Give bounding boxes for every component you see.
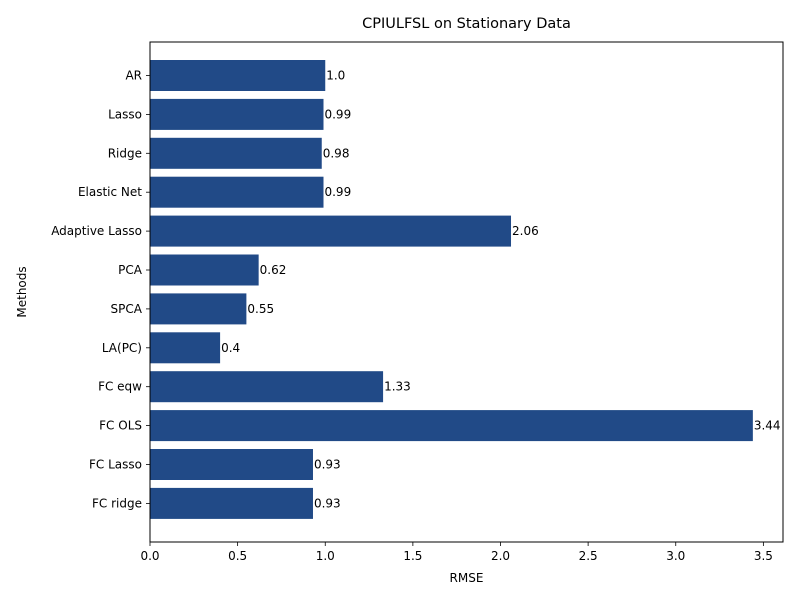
- y-tick-label: FC Lasso: [89, 458, 142, 472]
- bar-value-label: 0.55: [247, 302, 274, 316]
- bar: [150, 98, 324, 130]
- bar-value-label: 1.33: [384, 380, 411, 394]
- y-tick-label: Elastic Net: [78, 185, 142, 199]
- chart-title: CPIULFSL on Stationary Data: [362, 16, 571, 32]
- bar-value-label: 0.99: [324, 107, 351, 121]
- bar-value-label: 0.99: [324, 185, 351, 199]
- x-axis-title: RMSE: [450, 571, 484, 585]
- bar-value-label: 0.93: [314, 458, 341, 472]
- x-tick-label: 0.0: [140, 549, 159, 563]
- bar-value-label: 0.4: [221, 341, 240, 355]
- y-tick-label: Lasso: [108, 107, 142, 121]
- bar-value-label: 1.0: [326, 69, 345, 83]
- bar: [150, 449, 313, 480]
- bar: [150, 487, 313, 519]
- y-tick-label: FC OLS: [99, 419, 142, 433]
- bars-group: [150, 60, 753, 519]
- y-axis-title: Methods: [15, 266, 29, 317]
- bar: [150, 254, 259, 286]
- bar: [150, 176, 324, 208]
- bar: [150, 410, 753, 442]
- bar: [150, 293, 247, 325]
- bar-value-label: 0.93: [314, 496, 341, 510]
- y-tick-label: LA(PC): [102, 341, 142, 355]
- bar-value-label: 0.62: [260, 263, 287, 277]
- plot-frame: [149, 41, 784, 543]
- x-tick-label: 3.5: [754, 549, 773, 563]
- y-tick-label: Ridge: [108, 146, 142, 160]
- x-tick-label: 0.5: [228, 549, 247, 563]
- x-tick-label: 1.0: [316, 549, 335, 563]
- y-tick-label: PCA: [118, 263, 143, 277]
- bar: [150, 332, 221, 364]
- x-tick-label: 2.5: [579, 549, 598, 563]
- bar: [150, 137, 322, 169]
- x-axis-ticks: 0.0 0.5 1.0 1.5 2.0 2.5 3.0 3.5: [140, 542, 773, 563]
- y-tick-label: FC eqw: [98, 380, 142, 394]
- y-tick-label: FC ridge: [92, 496, 142, 510]
- y-tick-label: Adaptive Lasso: [51, 224, 142, 238]
- bar: [150, 371, 384, 403]
- y-tick-label: AR: [125, 69, 142, 83]
- y-axis-ticks: AR Lasso Ridge Elastic Net Adaptive Lasso PCA…: [51, 69, 150, 510]
- x-tick-label: 1.5: [403, 549, 422, 563]
- bar-value-label: 3.44: [754, 419, 781, 433]
- x-tick-label: 3.0: [666, 549, 685, 563]
- bar: [150, 215, 512, 247]
- bar: [150, 60, 326, 91]
- x-tick-label: 2.0: [491, 549, 510, 563]
- y-tick-label: SPCA: [111, 302, 143, 316]
- bar-value-label: 0.98: [323, 146, 350, 160]
- bar-value-label: 2.06: [512, 224, 539, 238]
- data-labels-group: 1.0 0.99 0.98 0.99 2.06 0.62 0.55 0.4 1.33 3.44 0.…: [221, 69, 780, 511]
